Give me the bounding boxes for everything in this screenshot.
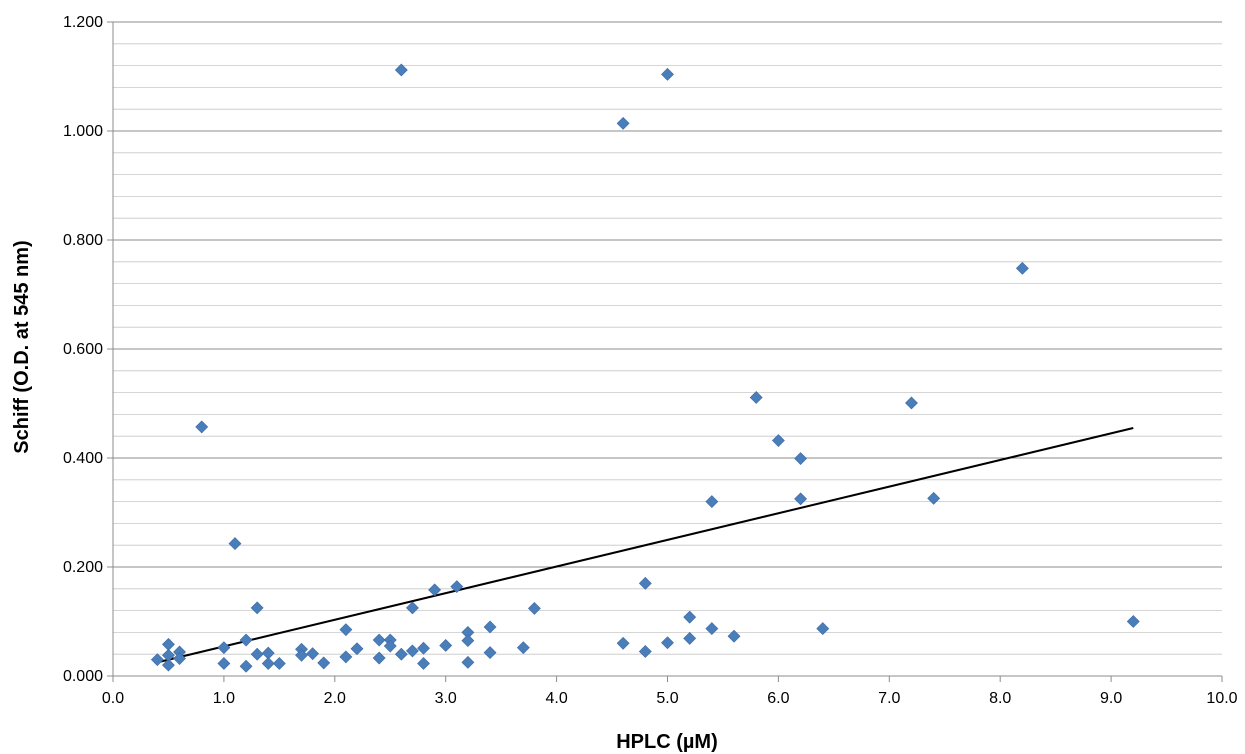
data-points: [150, 63, 1140, 673]
y-tick-label: 0.200: [63, 559, 103, 576]
x-tick-label: 2.0: [324, 690, 346, 707]
y-tick-label: 0.400: [63, 450, 103, 467]
data-point: [461, 655, 475, 669]
data-point: [638, 576, 652, 590]
data-point: [483, 620, 497, 634]
data-point: [727, 629, 741, 643]
data-point: [162, 658, 175, 672]
data-point: [616, 116, 630, 130]
tick-labels: 0.000 0.200 0.400 0.600 0.800 1.000 1.200 0.0 1.…: [63, 14, 1238, 707]
data-point: [306, 647, 320, 661]
data-point: [317, 656, 331, 670]
data-point: [417, 657, 430, 670]
data-point: [705, 622, 719, 636]
x-tick-label: 6.0: [767, 690, 789, 707]
data-point: [1126, 615, 1140, 628]
data-point: [239, 633, 253, 647]
data-point: [150, 653, 164, 667]
trendline-group: [157, 427, 1134, 664]
data-point: [417, 641, 430, 655]
data-point: [794, 492, 808, 506]
data-point: [483, 646, 497, 659]
data-point: [383, 639, 397, 653]
data-point: [406, 601, 419, 615]
x-tick-label: 0.0: [102, 690, 124, 707]
data-point: [461, 634, 475, 647]
data-point: [217, 657, 231, 670]
data-point: [272, 657, 286, 670]
x-tick-label: 9.0: [1100, 690, 1122, 707]
data-point: [406, 644, 419, 658]
data-point: [439, 639, 453, 652]
data-point: [250, 647, 264, 661]
data-point: [705, 495, 719, 509]
y-tick-label: 0.000: [63, 668, 103, 685]
x-tick-label: 3.0: [435, 690, 457, 707]
y-tick-label: 0.600: [63, 341, 103, 358]
y-tick-label: 0.800: [63, 232, 103, 249]
y-axis-title: Schiff (O.D. at 545 nm): [11, 240, 33, 453]
x-tick-label: 1.0: [213, 690, 235, 707]
data-point: [450, 580, 464, 594]
grid-lines: [113, 21, 1222, 655]
data-point: [217, 641, 231, 655]
data-point: [394, 63, 408, 77]
data-point: [350, 642, 364, 656]
data-point: [527, 601, 541, 615]
data-point: [339, 623, 353, 637]
axes: [107, 21, 1223, 682]
data-point: [638, 645, 652, 658]
x-tick-label: 4.0: [545, 690, 567, 707]
data-point: [616, 636, 630, 650]
data-point: [661, 636, 674, 650]
data-point: [771, 434, 785, 447]
y-tick-label: 1.000: [63, 123, 103, 140]
data-point: [428, 583, 442, 597]
data-point: [261, 657, 275, 670]
data-point: [905, 396, 918, 410]
data-point: [195, 420, 209, 434]
data-point: [794, 452, 808, 465]
data-point: [661, 67, 674, 81]
x-tick-label: 8.0: [989, 690, 1011, 707]
data-point: [516, 641, 530, 655]
x-tick-label: 10.0: [1206, 690, 1237, 707]
x-tick-label: 7.0: [878, 690, 900, 707]
data-point: [339, 650, 353, 664]
data-point: [927, 491, 941, 505]
y-tick-label: 1.200: [63, 14, 103, 31]
x-axis-title: HPLC (µM): [616, 731, 718, 753]
data-point: [372, 633, 386, 647]
x-tick-label: 5.0: [656, 690, 678, 707]
data-point: [250, 601, 264, 615]
data-point: [239, 659, 253, 673]
data-point: [683, 610, 697, 624]
data-point: [173, 652, 186, 665]
data-point: [162, 637, 175, 651]
data-point: [295, 648, 308, 662]
data-point: [683, 631, 697, 645]
trendline: [157, 427, 1134, 664]
data-point: [394, 647, 408, 661]
data-point: [162, 648, 175, 662]
data-point: [1015, 261, 1029, 275]
data-point: [372, 651, 386, 665]
data-point: [816, 622, 830, 636]
data-point: [228, 537, 242, 550]
data-point: [749, 391, 763, 404]
